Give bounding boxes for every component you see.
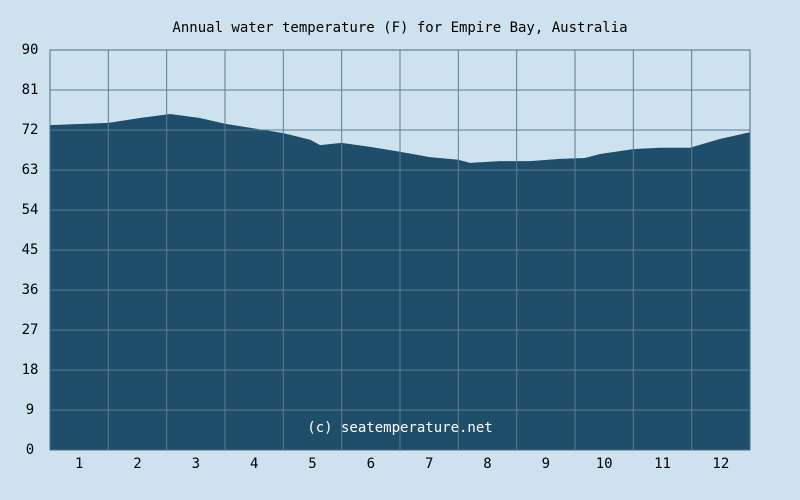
x-tick-label: 8 bbox=[483, 456, 491, 472]
x-tick-label: 4 bbox=[250, 456, 258, 472]
y-tick-label: 45 bbox=[22, 242, 39, 258]
x-tick-label: 10 bbox=[596, 456, 613, 472]
y-tick-label: 9 bbox=[26, 402, 34, 418]
y-tick-label: 36 bbox=[22, 282, 39, 298]
x-tick-label: 9 bbox=[542, 456, 550, 472]
y-tick-label: 63 bbox=[22, 162, 39, 178]
y-tick-label: 72 bbox=[22, 122, 39, 138]
x-tick-label: 6 bbox=[367, 456, 375, 472]
y-tick-label: 27 bbox=[22, 322, 39, 338]
y-tick-label: 0 bbox=[26, 442, 34, 458]
x-tick-label: 12 bbox=[712, 456, 729, 472]
y-tick-label: 81 bbox=[22, 82, 39, 98]
plot-border bbox=[49, 49, 751, 451]
chart-title: Annual water temperature (F) for Empire … bbox=[172, 20, 627, 36]
x-tick-label: 7 bbox=[425, 456, 433, 472]
watermark: (c) seatemperature.net bbox=[307, 420, 492, 436]
y-tick-label: 54 bbox=[22, 202, 39, 218]
x-tick-label: 5 bbox=[308, 456, 316, 472]
x-tick-label: 1 bbox=[75, 456, 83, 472]
y-tick-label: 18 bbox=[22, 362, 39, 378]
x-tick-label: 11 bbox=[654, 456, 671, 472]
y-tick-label: 90 bbox=[22, 42, 39, 58]
x-tick-label: 3 bbox=[192, 456, 200, 472]
x-tick-label: 2 bbox=[133, 456, 141, 472]
